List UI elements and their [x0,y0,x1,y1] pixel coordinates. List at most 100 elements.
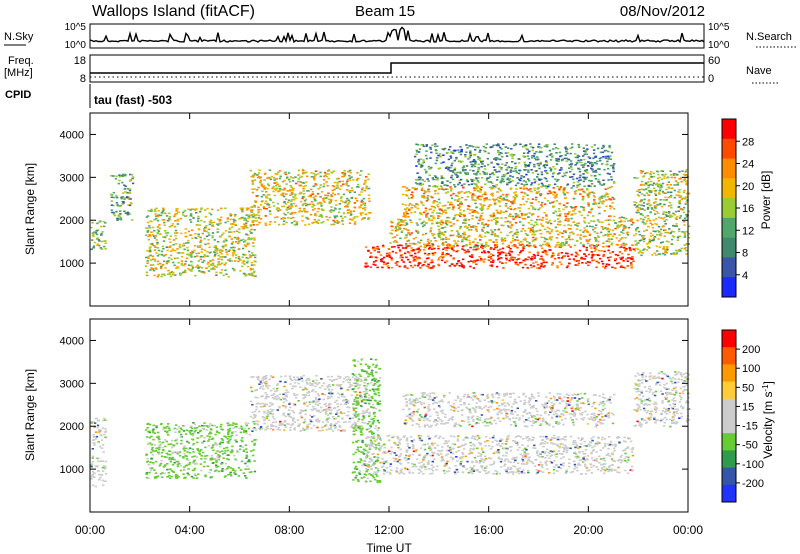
velocity-cell [194,429,197,432]
power-cell [450,188,453,190]
velocity-cell [184,455,187,457]
power-cell [314,174,317,176]
velocity-cell [162,466,166,468]
power-cell [553,220,556,222]
power-cell [522,224,525,227]
power-cell [608,144,611,147]
power-cell [343,172,347,175]
power-cell [415,222,418,224]
power-cell [246,238,250,241]
power-cell [251,188,254,190]
power-cell [498,146,502,149]
power-cell [623,245,627,247]
power-cell [159,262,162,265]
power-cell [290,200,293,203]
power-cell [495,217,498,219]
power-cell [456,176,459,178]
velocity-cell [227,433,230,435]
power-cell [493,158,496,160]
power-cell [481,205,484,208]
power-cell [600,156,603,159]
power-cell [122,192,125,194]
power-cell [529,264,533,266]
power-cell [480,243,483,245]
power-cell [149,250,152,252]
power-cell [447,253,450,255]
power-cell [478,235,481,238]
power-cell [591,169,594,171]
power-cell [650,239,653,242]
power-cell [504,254,508,257]
power-cell [422,204,425,206]
power-cell [574,255,578,257]
power-cell [488,176,492,178]
power-cell [437,264,441,267]
power-cell [203,209,207,211]
power-cell [205,224,208,227]
power-cell [148,249,152,251]
velocity-cell [145,476,149,479]
power-cell [459,213,463,215]
power-cell [346,189,349,191]
velocity-cell [196,448,199,450]
power-cell [457,232,460,234]
velocity-cell [228,429,231,432]
power-cell [431,261,434,264]
power-cell [333,193,336,196]
power-cell [320,216,324,218]
power-cell [523,191,526,194]
velocity-cell [234,470,237,472]
power-cell [520,261,523,264]
power-cell [116,217,119,220]
power-cell [555,152,558,154]
velocity-cell [210,454,214,457]
power-cell [418,178,421,181]
power-cell [525,147,528,150]
power-cell [304,198,308,201]
power-cell [259,208,262,211]
power-cell [495,244,499,246]
power-cell [250,206,253,208]
power-cell [126,211,130,214]
power-cell [665,240,669,243]
power-cell [263,207,266,210]
velocity-cell [165,456,168,459]
velocity-cell [166,463,169,465]
power-cell [343,174,347,176]
power-cell [593,250,597,252]
velocity-cell [240,439,243,442]
power-cell [499,210,503,212]
power-cell [470,165,474,168]
power-cell [163,221,166,224]
power-cell [524,181,527,183]
velocity-cell [222,457,225,459]
power-cell [642,221,645,224]
power-cell [505,173,508,175]
power-cell [282,223,285,226]
power-cell [541,185,545,187]
power-cell [569,228,572,230]
power-cell [356,186,359,188]
power-cell [237,260,240,263]
power-cell [533,233,537,236]
power-cell [575,252,579,255]
power-cell [220,262,224,265]
power-cell [654,222,657,225]
power-cell [557,257,560,259]
power-cell [524,263,527,266]
velocity-cell [207,426,210,428]
velocity-cell [182,456,185,458]
power-cell [565,150,568,153]
velocity-cell [184,477,187,479]
power-cell [387,267,390,269]
power-cell [217,261,221,263]
velocity-cell [152,463,155,465]
power-cell [355,179,359,182]
power-cell [332,170,335,173]
power-cell [614,259,617,262]
velocity-cell [171,464,175,466]
power-cell [590,180,593,182]
power-cell [314,195,317,197]
power-cell [269,199,272,201]
power-cell [441,231,444,234]
